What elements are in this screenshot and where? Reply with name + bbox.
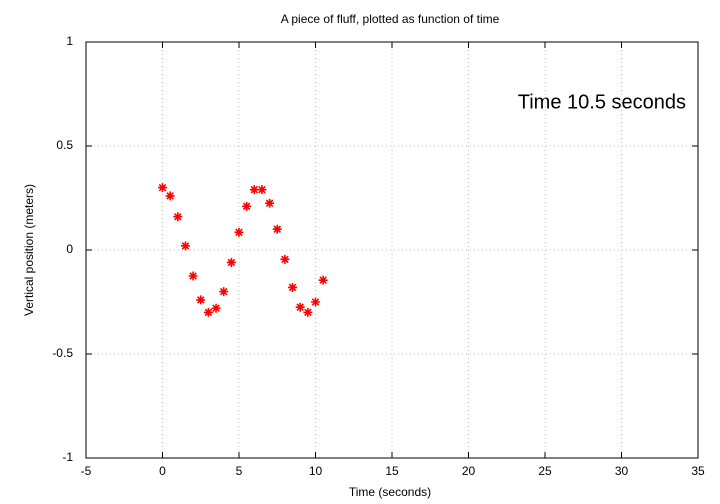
point (203, 307, 213, 317)
x-tick-label: 30 (615, 464, 629, 478)
x-axis-label: Time (seconds) (349, 485, 431, 499)
x-tick-label: 15 (385, 464, 399, 478)
point (188, 271, 198, 281)
point (288, 282, 298, 292)
point (295, 302, 305, 312)
x-tick-label: 25 (538, 464, 552, 478)
point (280, 254, 290, 264)
chart-title: A piece of fluff, plotted as function of… (281, 12, 500, 26)
point (196, 295, 206, 305)
point (249, 185, 259, 195)
y-tick-label: -0.5 (52, 346, 73, 360)
point (272, 224, 282, 234)
point (234, 227, 244, 237)
point (226, 257, 236, 267)
x-tick-label: 20 (462, 464, 476, 478)
y-tick-label: -1 (62, 450, 73, 464)
point (257, 185, 267, 195)
point (180, 241, 190, 251)
x-tick-label: 5 (236, 464, 243, 478)
point (311, 297, 320, 307)
y-tick-label: 0 (66, 242, 73, 256)
point (165, 191, 175, 201)
annotation: Time 10.5 seconds (518, 91, 686, 113)
point (242, 201, 252, 211)
point (173, 212, 183, 222)
point (211, 303, 221, 313)
x-tick-label: -5 (81, 464, 92, 478)
point (265, 198, 275, 208)
y-axis-label: Vertical position (meters) (22, 184, 36, 316)
y-tick-label: 0.5 (56, 138, 73, 152)
x-tick-label: 35 (691, 464, 705, 478)
plot-frame (85, 41, 699, 459)
point (158, 183, 167, 193)
x-tick-label: 10 (309, 464, 323, 478)
x-tick-label: 0 (159, 464, 166, 478)
point (318, 275, 328, 285)
point (219, 287, 229, 297)
y-tick-label: 1 (66, 34, 73, 48)
point (303, 307, 313, 317)
